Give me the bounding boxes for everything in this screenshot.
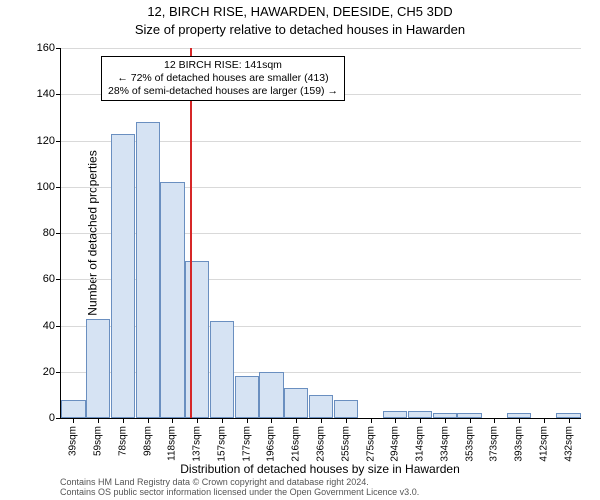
y-tick xyxy=(56,418,61,419)
histogram-bar xyxy=(383,411,407,418)
x-tick-label: 236sqm xyxy=(316,426,327,462)
y-tick-label: 140 xyxy=(15,88,55,100)
histogram-bar xyxy=(185,261,209,418)
y-tick-label: 60 xyxy=(15,273,55,285)
x-tick-label: 118sqm xyxy=(167,426,178,461)
histogram-bar xyxy=(61,400,85,419)
annotation-line-2: ← 72% of detached houses are smaller (41… xyxy=(108,72,338,85)
x-tick xyxy=(321,418,322,423)
y-tick xyxy=(56,141,61,142)
y-tick-label: 80 xyxy=(15,227,55,239)
histogram-bar xyxy=(309,395,333,418)
histogram-plot: 02040608010012014016039sqm59sqm78sqm98sq… xyxy=(60,48,581,419)
y-tick xyxy=(56,326,61,327)
x-tick-label: 314sqm xyxy=(415,426,426,462)
y-tick-label: 100 xyxy=(15,181,55,193)
histogram-bar xyxy=(235,376,259,418)
y-tick-label: 160 xyxy=(15,42,55,54)
histogram-bar xyxy=(284,388,308,418)
histogram-bar xyxy=(136,122,160,418)
y-tick-label: 20 xyxy=(15,366,55,378)
x-tick-label: 412sqm xyxy=(538,426,549,462)
page-subtitle: Size of property relative to detached ho… xyxy=(0,22,600,37)
x-tick-label: 78sqm xyxy=(117,426,128,456)
x-tick-label: 334sqm xyxy=(439,426,450,462)
y-tick xyxy=(56,233,61,234)
x-tick xyxy=(494,418,495,423)
x-tick-label: 39sqm xyxy=(68,426,79,456)
x-tick xyxy=(197,418,198,423)
x-tick-label: 196sqm xyxy=(266,426,277,462)
x-tick xyxy=(395,418,396,423)
x-tick xyxy=(296,418,297,423)
y-tick xyxy=(56,94,61,95)
x-tick xyxy=(73,418,74,423)
x-tick xyxy=(544,418,545,423)
x-tick-label: 177sqm xyxy=(241,426,252,462)
x-tick xyxy=(271,418,272,423)
y-tick xyxy=(56,372,61,373)
page-title-address: 12, BIRCH RISE, HAWARDEN, DEESIDE, CH5 3… xyxy=(0,4,600,19)
property-marker-line xyxy=(190,48,192,418)
x-tick-label: 216sqm xyxy=(291,426,302,462)
x-tick-label: 157sqm xyxy=(216,426,227,462)
x-tick xyxy=(519,418,520,423)
x-tick xyxy=(98,418,99,423)
y-tick xyxy=(56,187,61,188)
y-tick-label: 120 xyxy=(15,135,55,147)
histogram-bar xyxy=(210,321,234,418)
x-tick-label: 353sqm xyxy=(464,426,475,462)
x-tick xyxy=(346,418,347,423)
y-tick xyxy=(56,48,61,49)
x-tick-label: 59sqm xyxy=(93,426,104,456)
y-tick xyxy=(56,279,61,280)
annotation-line-1: 12 BIRCH RISE: 141sqm xyxy=(108,59,338,72)
x-tick xyxy=(172,418,173,423)
x-tick-label: 137sqm xyxy=(192,426,203,462)
histogram-bar xyxy=(408,411,432,418)
x-tick-label: 393sqm xyxy=(514,426,525,462)
annotation-line-3: 28% of semi-detached houses are larger (… xyxy=(108,85,338,98)
x-tick xyxy=(247,418,248,423)
x-tick-label: 294sqm xyxy=(390,426,401,462)
chart-page: 12, BIRCH RISE, HAWARDEN, DEESIDE, CH5 3… xyxy=(0,0,600,500)
x-tick-label: 373sqm xyxy=(489,426,500,462)
x-tick xyxy=(371,418,372,423)
histogram-bar xyxy=(160,182,184,418)
x-tick xyxy=(420,418,421,423)
x-tick xyxy=(222,418,223,423)
grid-line xyxy=(61,48,581,49)
y-tick-label: 0 xyxy=(15,412,55,424)
y-tick-label: 40 xyxy=(15,320,55,332)
x-tick-label: 432sqm xyxy=(563,426,574,462)
footer-line-2: Contains OS public sector information li… xyxy=(60,488,419,498)
histogram-bar xyxy=(86,319,110,418)
histogram-bar xyxy=(111,134,135,418)
x-tick-label: 255sqm xyxy=(340,426,351,462)
x-tick xyxy=(445,418,446,423)
histogram-bar xyxy=(259,372,283,418)
histogram-bar xyxy=(334,400,358,419)
x-tick xyxy=(470,418,471,423)
x-tick-label: 275sqm xyxy=(365,426,376,462)
x-tick xyxy=(569,418,570,423)
attribution-footer: Contains HM Land Registry data © Crown c… xyxy=(60,478,419,498)
x-axis-label: Distribution of detached houses by size … xyxy=(60,462,580,476)
x-tick xyxy=(148,418,149,423)
x-tick xyxy=(123,418,124,423)
property-annotation: 12 BIRCH RISE: 141sqm← 72% of detached h… xyxy=(101,56,345,101)
x-tick-label: 98sqm xyxy=(142,426,153,456)
